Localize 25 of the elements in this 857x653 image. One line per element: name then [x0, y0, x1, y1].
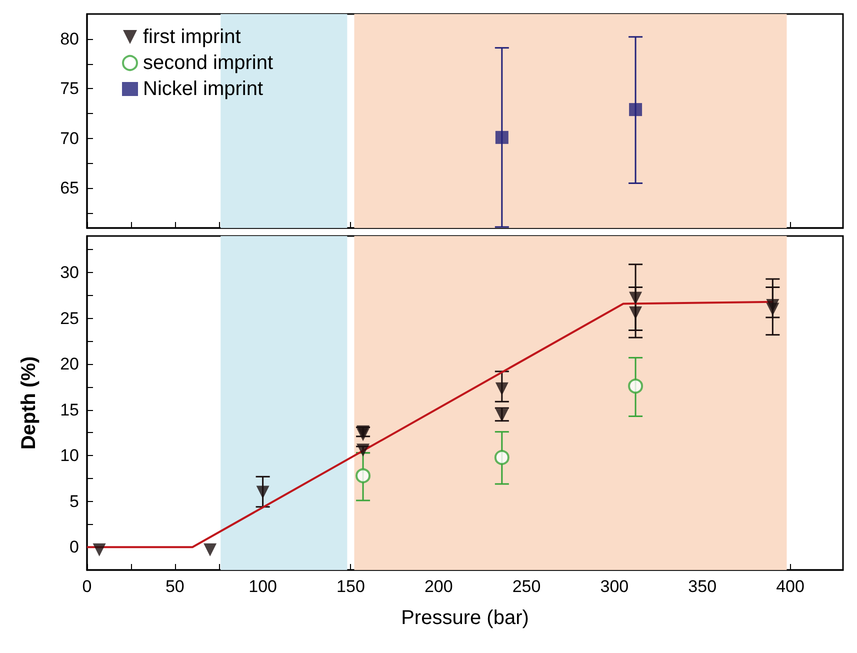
x-tick-label: 150 — [336, 577, 365, 596]
y-tick-label: 15 — [60, 400, 79, 420]
x-tick-label: 350 — [688, 577, 717, 596]
y-tick-label: 80 — [60, 29, 79, 48]
y-tick-label: 30 — [60, 263, 79, 282]
x-tick-label: 250 — [512, 577, 541, 596]
x-tick-label: 50 — [165, 577, 184, 596]
legend-label: second imprint — [143, 52, 274, 74]
y-tick-label: 70 — [60, 128, 79, 148]
x-tick-label: 400 — [776, 577, 804, 596]
y-tick-label: 20 — [60, 354, 79, 374]
x-tick-label: 0 — [82, 577, 92, 596]
y-tick-label: 25 — [60, 308, 79, 328]
legend-label: Nickel imprint — [143, 78, 264, 100]
y-tick-label: 65 — [60, 178, 79, 198]
y-tick-label: 0 — [70, 538, 79, 557]
x-axis-title: Pressure (bar) — [401, 607, 529, 629]
x-tick-label: 200 — [424, 577, 453, 596]
y-tick-label: 10 — [60, 446, 79, 466]
y-tick-label: 75 — [60, 79, 79, 98]
y-tick-label: 5 — [70, 492, 79, 511]
y-axis-title: Depth (%) — [18, 356, 40, 450]
legend-label: first imprint — [143, 26, 242, 48]
x-tick-label: 100 — [248, 577, 277, 596]
x-tick-label: 300 — [600, 577, 629, 596]
